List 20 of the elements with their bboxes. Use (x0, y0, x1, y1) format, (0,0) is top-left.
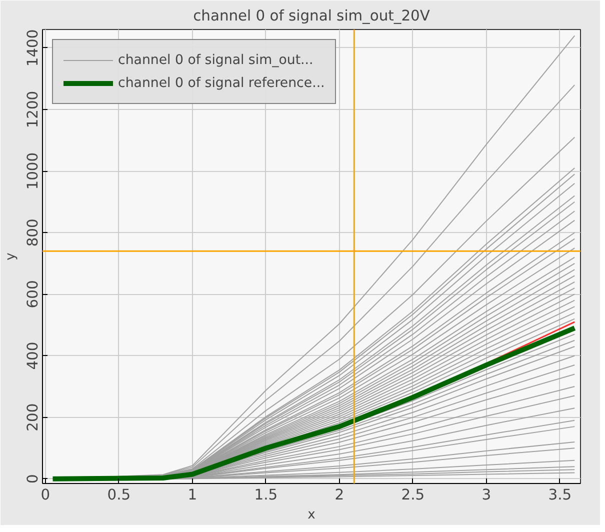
x-tick-label: 3 (482, 486, 492, 504)
y-tick-label: 200 (24, 403, 42, 432)
legend-label: channel 0 of signal sim_out... (118, 52, 314, 68)
x-tick-label: 1.5 (254, 486, 278, 504)
y-tick-label: 1400 (24, 29, 42, 67)
x-tick-label: 3.5 (548, 486, 572, 504)
legend-label: channel 0 of signal reference... (118, 76, 325, 90)
x-tick-label: 1 (188, 486, 198, 504)
y-tick-label: 600 (24, 280, 42, 308)
x-tick-label: 2 (334, 486, 344, 504)
y-tick-label: 1000 (24, 152, 42, 190)
y-tick-label: 800 (24, 218, 42, 247)
y-tick-label: 400 (24, 342, 42, 370)
y-tick-label: 0 (24, 474, 42, 484)
x-axis-title: x (308, 508, 316, 522)
y-tick-label: 1200 (24, 90, 42, 128)
chart-title: channel 0 of signal sim_out_20V (193, 8, 430, 24)
y-axis-title: y (4, 252, 18, 260)
x-tick-label: 0.5 (107, 486, 131, 504)
x-tick-label: 2.5 (401, 486, 425, 504)
